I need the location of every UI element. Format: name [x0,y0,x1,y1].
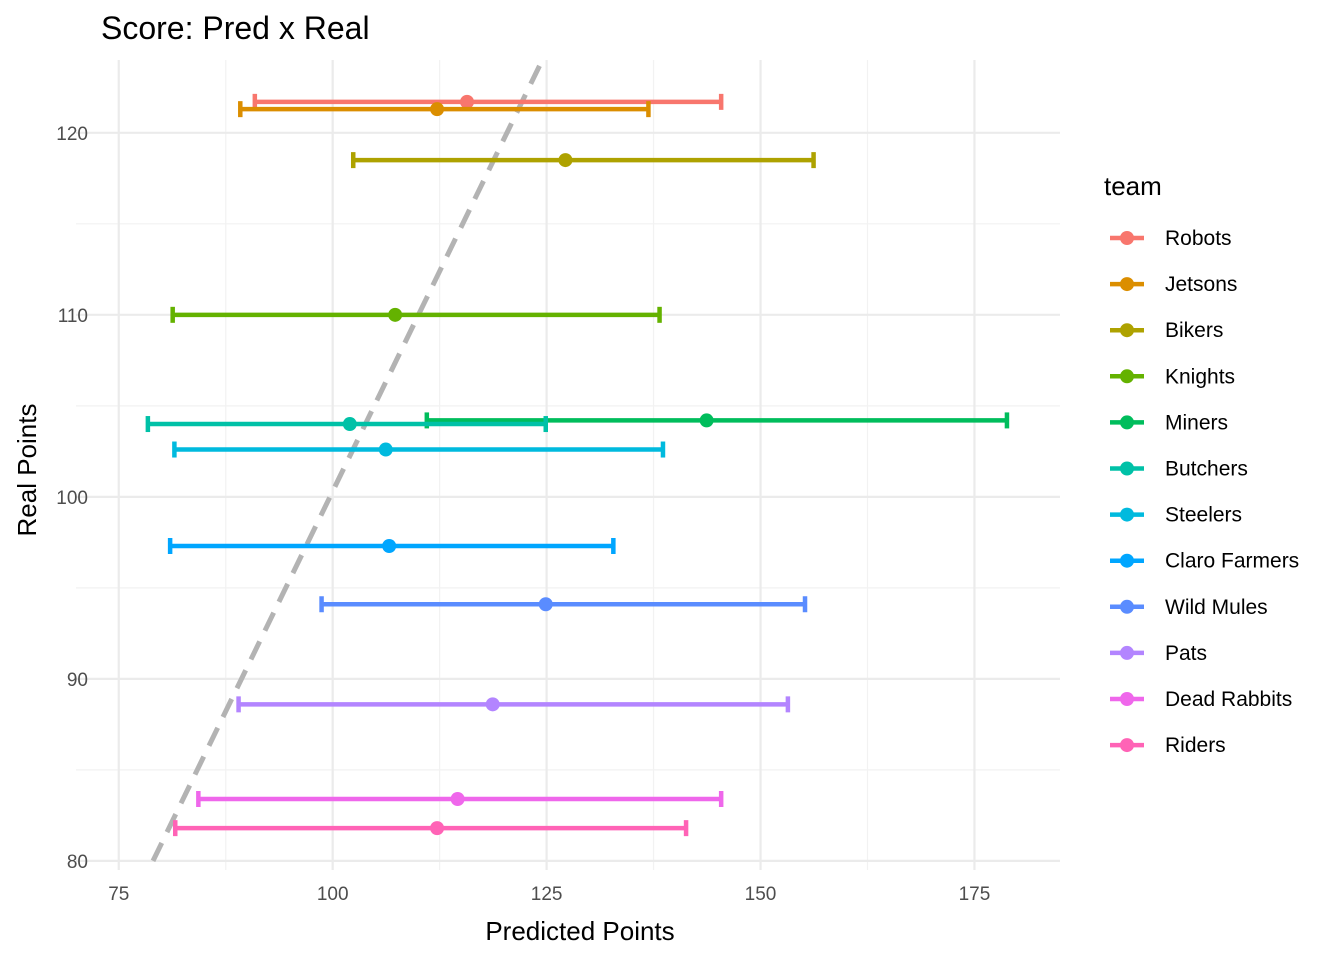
y-axis-title: Real Points [12,404,42,537]
x-tick-label: 175 [959,884,991,905]
legend-item: Wild Mules [1110,596,1268,619]
legend-key-point [1120,323,1134,338]
x-axis-title: Predicted Points [485,916,674,946]
series-claro-farmers [167,538,616,554]
minor-gridlines [76,60,1060,870]
legend-item: Steelers [1110,504,1242,527]
y-tick-label: 110 [58,306,88,327]
legend-item: Knights [1110,365,1235,388]
data-point [538,597,553,612]
legend-key-point [1120,645,1134,660]
legend-label: Bikers [1165,319,1223,342]
series-butchers [145,416,549,433]
legend-key-point [1120,415,1134,430]
data-point [430,102,445,117]
legend-label: Pats [1165,642,1207,665]
series-group [145,93,1010,837]
data-point [388,307,403,322]
x-tick-label: 75 [108,884,129,905]
legend-item: Riders [1110,734,1226,757]
legend-key-point [1120,277,1134,292]
legend-key-point [1120,231,1134,245]
legend-key-point [1120,461,1134,476]
legend-item: Pats [1110,642,1207,665]
legend-item: Dead Rabbits [1110,688,1292,711]
legend-label: Jetsons [1165,273,1237,296]
legend-label: Butchers [1165,458,1248,481]
series-miners [424,412,1010,429]
legend-label: Riders [1165,734,1226,757]
series-pats [236,696,791,713]
legend-label: Robots [1165,227,1232,250]
legend-item: Robots [1110,227,1232,250]
x-tick-label: 150 [745,884,777,905]
data-point [699,413,714,428]
series-robots [252,93,724,110]
reference-line [150,58,545,862]
series-riders [173,820,689,837]
y-tick-label: 80 [67,852,88,873]
series-knights [170,306,662,323]
series-dead-rabbits [196,791,724,808]
chart-title: Score: Pred x Real [101,10,370,46]
series-wild-mules [319,596,808,613]
legend-item: Miners [1110,411,1228,434]
y-tick-labels: 80 90 100 110 120 [56,124,88,873]
legend: Robots Jetsons Bikers Knights Miners Butchers… [1110,227,1299,757]
data-point [378,442,393,457]
y-tick-label: 100 [56,488,88,509]
legend-item: Claro Farmers [1110,550,1299,573]
x-tick-label: 100 [317,884,349,905]
legend-item: Butchers [1110,458,1248,481]
data-point [382,539,397,553]
legend-label: Miners [1165,411,1228,434]
data-point [450,792,465,807]
legend-label: Knights [1165,365,1235,388]
legend-label: Wild Mules [1165,596,1268,619]
data-point [430,821,445,836]
x-tick-label: 125 [531,884,563,905]
legend-key-point [1120,507,1134,522]
legend-key-point [1120,692,1134,706]
legend-key-point [1120,599,1134,614]
reference-line-group [150,58,545,862]
series-steelers [172,441,666,458]
legend-item: Bikers [1110,319,1223,342]
legend-item: Jetsons [1110,273,1237,296]
data-point [460,94,475,109]
legend-title: team [1104,171,1162,201]
major-gridlines [76,60,1060,870]
legend-label: Dead Rabbits [1165,688,1292,711]
x-tick-labels: 75 100 125 150 175 [108,884,990,905]
legend-key-point [1120,553,1134,568]
series-jetsons [238,101,651,118]
data-point [342,417,357,432]
y-tick-label: 90 [67,670,88,691]
legend-label: Claro Farmers [1165,550,1299,573]
legend-key-point [1120,738,1134,753]
legend-label: Steelers [1165,504,1242,527]
y-tick-label: 120 [56,124,88,145]
legend-key-point [1120,369,1134,384]
data-point [485,697,500,712]
series-bikers [350,152,816,169]
data-point [558,153,573,168]
